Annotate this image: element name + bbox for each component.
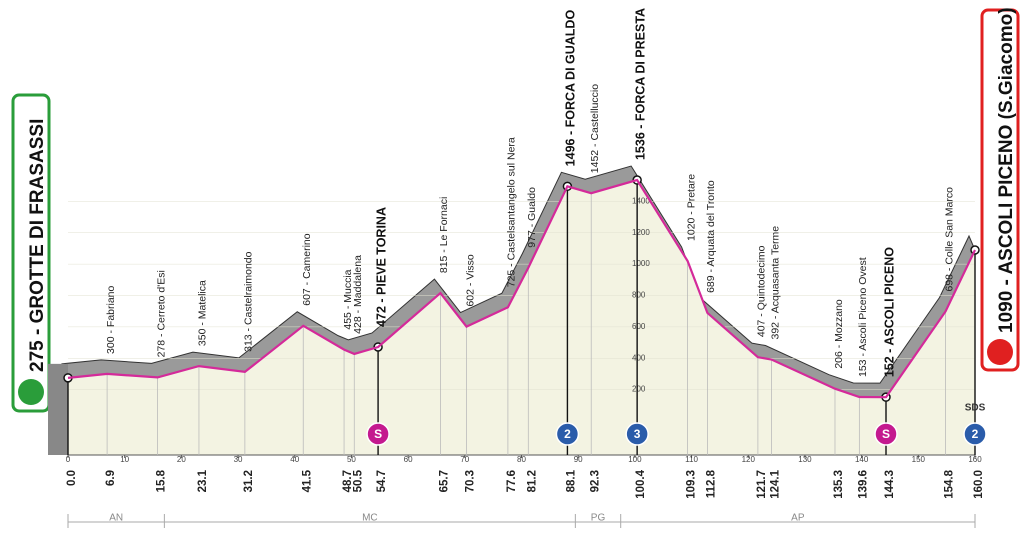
km-label: 144.3 bbox=[884, 470, 896, 499]
start-box bbox=[11, 93, 51, 413]
x-tick-label: 70 bbox=[460, 455, 469, 464]
x-tick-label: 90 bbox=[574, 455, 583, 464]
y-tick-label: 200 bbox=[632, 385, 646, 394]
x-tick-label: 0 bbox=[66, 455, 71, 464]
km-label: 112.8 bbox=[705, 469, 717, 498]
logo: SDS bbox=[965, 403, 986, 414]
sprint-marker bbox=[366, 422, 390, 446]
x-tick-label: 160 bbox=[968, 455, 982, 464]
region-label: PG bbox=[591, 513, 606, 524]
waypoint-label: 472 - PIEVE TORINA bbox=[374, 207, 388, 327]
y-tick-label: 1000 bbox=[632, 259, 650, 268]
waypoint-label: 350 - Matelica bbox=[197, 280, 209, 346]
x-tick-label: 80 bbox=[517, 455, 526, 464]
start-icon bbox=[18, 379, 44, 405]
marker-label: 3 bbox=[634, 427, 641, 441]
km-label: 160.0 bbox=[973, 470, 985, 499]
km-label: 6.9 bbox=[105, 470, 117, 486]
km-label: 50.5 bbox=[352, 469, 364, 492]
y-tick-label: 800 bbox=[632, 291, 646, 300]
km-label: 154.8 bbox=[944, 469, 956, 498]
kom-marker bbox=[625, 422, 649, 446]
marker-label: S bbox=[374, 427, 382, 441]
waypoint-label: 1452 - Castelluccio bbox=[589, 84, 601, 173]
km-label: 31.2 bbox=[243, 470, 255, 492]
waypoint-label: 607 - Camerino bbox=[301, 233, 313, 306]
waypoint-label: 428 - Maddalena bbox=[352, 255, 364, 334]
start-label: 275 - GROTTE DI FRASASSI bbox=[27, 119, 48, 372]
finish-box bbox=[980, 8, 1020, 372]
x-tick-label: 110 bbox=[685, 455, 698, 464]
start-wall bbox=[48, 363, 68, 455]
km-label: 121.7 bbox=[756, 470, 768, 499]
waypoint-label: 725 - Castelsantangelo sul Nera bbox=[506, 137, 518, 287]
x-tick-label: 120 bbox=[742, 455, 756, 464]
finish-icon bbox=[987, 339, 1013, 365]
km-label: 65.7 bbox=[438, 470, 450, 492]
y-tick-label: 1400 bbox=[632, 196, 650, 205]
y-tick-label: 400 bbox=[632, 353, 646, 362]
km-label: 54.7 bbox=[376, 470, 388, 492]
km-label: 124.1 bbox=[770, 469, 782, 498]
marker-label: S bbox=[882, 427, 890, 441]
waypoint-label: 1496 - FORCA DI GUALDO bbox=[564, 10, 578, 167]
km-label: 23.1 bbox=[197, 469, 209, 492]
waypoint-label: 977 - Gualdo bbox=[526, 187, 538, 248]
waypoint-label: 392 - Acquasanta Terme bbox=[769, 226, 781, 340]
km-label: 77.6 bbox=[506, 470, 518, 492]
km-label: 70.3 bbox=[465, 470, 477, 492]
waypoint-label: 698 - Colle San Marco bbox=[943, 187, 955, 292]
x-tick-label: 30 bbox=[234, 455, 243, 464]
kom-marker bbox=[963, 422, 987, 446]
y-tick-label: 600 bbox=[632, 322, 646, 331]
km-label: 135.3 bbox=[833, 470, 845, 499]
profile-area bbox=[68, 180, 975, 455]
waypoint-label: 300 - Fabriano bbox=[105, 285, 117, 353]
sprint-marker bbox=[874, 422, 898, 446]
x-tick-label: 10 bbox=[120, 455, 129, 464]
waypoint-label: 1536 - FORCA DI PRESTA bbox=[633, 8, 647, 160]
km-label: 81.2 bbox=[526, 470, 538, 492]
waypoint-label: 815 - Le Fornaci bbox=[438, 197, 450, 273]
plot: 200 400 600 800 1000 1200 1400 0 10 20 30 40 50 60 70 8… bbox=[48, 8, 987, 528]
x-tick-label: 60 bbox=[404, 455, 413, 464]
km-label: 139.6 bbox=[857, 470, 869, 499]
finish-label: 1090 - ASCOLI PICENO (S.Giacomo) bbox=[996, 7, 1017, 333]
km-label: 0.0 bbox=[66, 470, 78, 486]
profile-line bbox=[67, 178, 976, 399]
waypoint-label: 689 - Arquata del Tronto bbox=[705, 180, 717, 293]
kom-marker bbox=[555, 422, 580, 446]
region-label: AP bbox=[791, 513, 805, 524]
waypoint-label: 206 - Mozzano bbox=[833, 299, 845, 369]
x-tick-label: 140 bbox=[855, 455, 869, 464]
waypoint-label: 1020 - Pretare bbox=[685, 174, 697, 241]
region-label: MC bbox=[362, 513, 378, 524]
km-label: 15.8 bbox=[156, 469, 168, 492]
km-label: 109.3 bbox=[686, 470, 698, 499]
km-label: 48.7 bbox=[342, 470, 354, 492]
x-tick-label: 40 bbox=[290, 455, 299, 464]
km-label: 41.5 bbox=[301, 469, 313, 492]
waypoint-label: 455 - Muccia bbox=[342, 269, 354, 329]
region-label: AN bbox=[109, 513, 123, 524]
waypoint-label: 407 - Quintodecimo bbox=[756, 245, 768, 337]
x-tick-label: 20 bbox=[177, 455, 186, 464]
km-label: 100.4 bbox=[635, 469, 647, 498]
x-tick-label: 100 bbox=[628, 455, 642, 464]
marker-label: 2 bbox=[972, 427, 979, 441]
waypoint-label: 602 - Visso bbox=[464, 254, 476, 306]
x-tick-label: 150 bbox=[912, 455, 926, 464]
marker-label: 2 bbox=[564, 427, 571, 441]
waypoint-label: 278 - Cerreto d'Esi bbox=[155, 270, 167, 357]
y-tick-label: 1200 bbox=[632, 228, 650, 237]
waypoint-label: 152 - ASCOLI PICENO bbox=[882, 247, 896, 377]
waypoint-label: 153 - Ascoli Piceno Ovest bbox=[857, 257, 869, 377]
km-label: 92.3 bbox=[589, 470, 601, 492]
waypoint-label: 313 - Castelraimondo bbox=[243, 251, 255, 352]
x-tick-label: 50 bbox=[347, 455, 356, 464]
km-label: 88.1 bbox=[565, 469, 577, 492]
x-tick-label: 130 bbox=[798, 455, 812, 464]
